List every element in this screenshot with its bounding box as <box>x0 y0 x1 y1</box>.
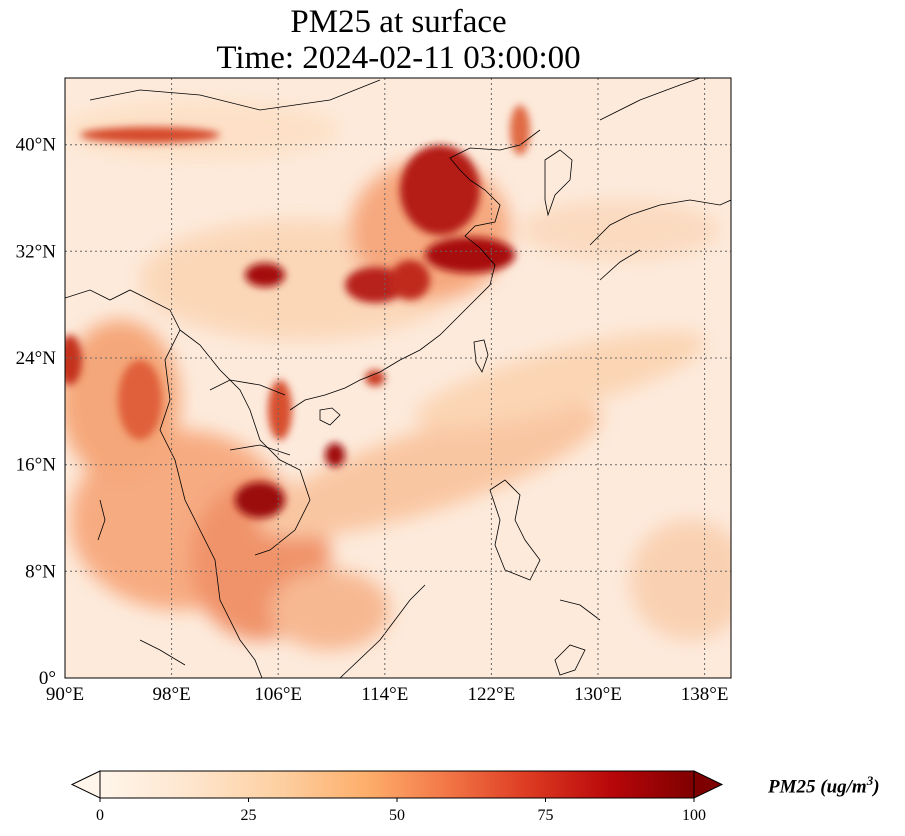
lat-tick-label: 24°N <box>16 348 57 369</box>
colorbar-tick-label: 100 <box>682 807 706 824</box>
lat-tick-label: 8°N <box>25 561 56 582</box>
colorbar-tick-label: 0 <box>96 807 104 824</box>
colorbar-tick-label: 75 <box>538 807 554 824</box>
lat-tick-label: 16°N <box>16 455 57 476</box>
colorbar: 0 25 50 75 100 <box>70 770 724 824</box>
colorbar-extend-min <box>70 770 101 799</box>
lat-tick-label: 0° <box>39 668 56 689</box>
map-timestamp: Time: 2024-02-11 03:00:00 <box>216 40 581 76</box>
coastlines <box>65 78 731 678</box>
map-title: PM25 at surface <box>290 4 507 40</box>
lat-tick-label: 40°N <box>16 135 57 156</box>
lat-tick-labels: 0° 8°N 16°N 24°N 32°N 40°N <box>16 135 57 689</box>
map-frame <box>64 77 732 679</box>
lon-tick-labels: 90°E 98°E 106°E 114°E 122°E 130°E 138°E <box>46 684 729 705</box>
lat-tick-label: 32°N <box>16 241 57 262</box>
colorbar-label: PM25 (ug/m3) <box>768 773 880 798</box>
lon-tick-label: 98°E <box>152 684 190 705</box>
gridlines <box>65 78 731 678</box>
colorbar-gradient <box>100 771 694 798</box>
lon-tick-label: 122°E <box>468 684 516 705</box>
lon-tick-label: 138°E <box>681 684 729 705</box>
pm25-field <box>65 78 731 678</box>
colorbar-extend-max <box>693 770 724 799</box>
colorbar-tick-label: 50 <box>389 807 405 824</box>
lon-tick-label: 90°E <box>46 684 84 705</box>
colorbar-tick-label: 25 <box>241 807 257 824</box>
lon-tick-label: 114°E <box>361 684 408 705</box>
lon-tick-label: 106°E <box>254 684 302 705</box>
lon-tick-label: 130°E <box>574 684 622 705</box>
